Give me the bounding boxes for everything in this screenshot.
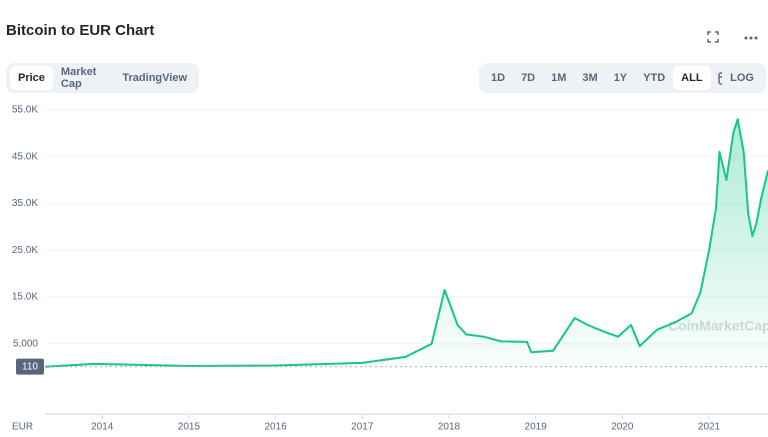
range-button[interactable]: ALL bbox=[673, 66, 711, 90]
unit-label: EUR bbox=[12, 422, 33, 433]
header-icons bbox=[707, 31, 758, 43]
y-tick-label: 45.0K bbox=[12, 151, 38, 162]
calendar-icon[interactable] bbox=[711, 71, 723, 85]
x-tick-label: 2019 bbox=[525, 422, 548, 433]
x-tick-label: 2021 bbox=[698, 422, 721, 433]
log-button[interactable]: LOG bbox=[730, 72, 754, 84]
range-button[interactable]: 7D bbox=[521, 72, 536, 84]
tab-bar: Price Market Cap TradingView bbox=[6, 63, 199, 93]
area bbox=[45, 119, 768, 368]
tab[interactable]: Market Cap bbox=[60, 66, 97, 90]
y-tick-label: 15.0K bbox=[12, 292, 38, 303]
range-button[interactable]: 1D bbox=[491, 72, 506, 84]
tab[interactable]: TradingView bbox=[122, 72, 187, 84]
range-button[interactable]: YTD bbox=[643, 72, 666, 84]
range-button[interactable]: 1Y bbox=[613, 72, 628, 84]
reference-label: 110 bbox=[22, 361, 38, 372]
y-tick-label: 35.0K bbox=[12, 198, 38, 209]
y-tick-label: 25.0K bbox=[12, 245, 38, 256]
fullscreen-icon[interactable] bbox=[707, 31, 719, 43]
y-tick-label: 5,000 bbox=[13, 338, 38, 349]
page-title: Bitcoin to EUR Chart bbox=[6, 22, 155, 39]
x-tick-label: 2020 bbox=[611, 422, 634, 433]
tab[interactable]: Price bbox=[10, 66, 53, 90]
line bbox=[44, 118, 768, 368]
range-button[interactable]: 1M bbox=[551, 72, 567, 84]
reference-label-box bbox=[16, 358, 44, 375]
range-bar: 1D 7D 1M 3M 1Y YTD ALL LOG bbox=[479, 63, 766, 93]
more-icon[interactable] bbox=[744, 36, 758, 40]
range-button[interactable]: 3M bbox=[582, 72, 598, 84]
x-tick-label: 2014 bbox=[91, 422, 114, 433]
x-tick-label: 2016 bbox=[264, 422, 287, 433]
x-tick-label: 2015 bbox=[178, 422, 201, 433]
x-tick-label: 2018 bbox=[438, 422, 461, 433]
y-tick-label: 55.0K bbox=[12, 104, 38, 115]
x-tick-label: 2017 bbox=[351, 422, 374, 433]
